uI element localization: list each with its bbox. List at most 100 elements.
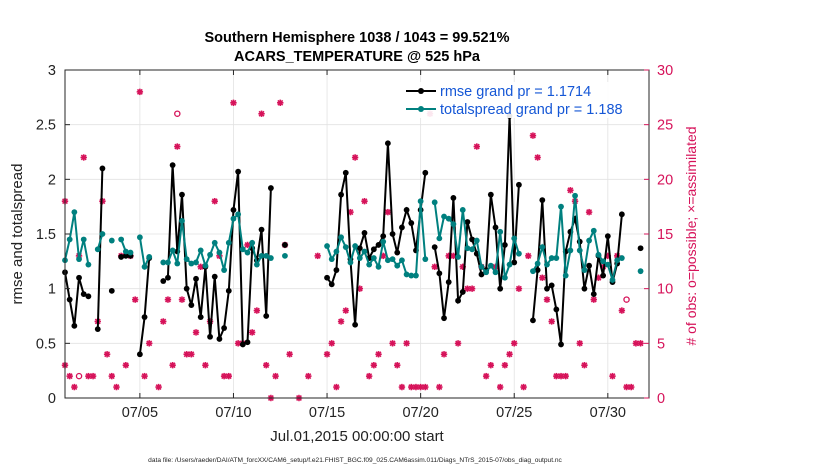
obs-assimilated-point — [543, 296, 551, 303]
rmse-point — [384, 140, 391, 147]
obs-marker-stroke — [249, 329, 256, 336]
obs-marker-stroke — [562, 373, 569, 380]
rmse-point — [455, 297, 461, 304]
rmse-point — [422, 169, 429, 176]
obs-marker-stroke — [113, 384, 120, 391]
obs-assimilated-point — [248, 329, 256, 336]
obs-marker-stroke — [394, 362, 401, 369]
obs-marker-stroke — [230, 99, 237, 106]
y-tick-label: 0.5 — [36, 336, 56, 352]
obs-assimilated-point — [511, 340, 518, 347]
rmse-point — [492, 224, 499, 231]
rmse-point — [604, 233, 611, 240]
y-right-tick-label: 20 — [657, 172, 673, 188]
spread-point — [202, 262, 209, 269]
obs-assimilated-point — [160, 318, 167, 325]
rmse-point — [136, 351, 143, 358]
obs-marker-stroke — [525, 252, 532, 259]
x-tick-label: 07/05 — [122, 405, 158, 421]
spread-point — [614, 257, 621, 264]
rmse-point — [197, 314, 204, 320]
spread-point — [637, 268, 644, 275]
obs-assimilated-point — [515, 285, 523, 292]
rmse-point — [160, 278, 167, 284]
rmse-point — [399, 224, 405, 231]
rmse-point — [263, 313, 270, 319]
obs-marker-stroke — [487, 362, 494, 369]
obs-marker-stroke — [141, 373, 148, 380]
spread-point — [590, 227, 597, 234]
obs-marker-stroke — [455, 340, 462, 347]
y-tick-label: 1.5 — [36, 227, 56, 243]
y-right-tick-label: 5 — [657, 336, 665, 352]
obs-assimilated-point — [131, 296, 139, 303]
obs-marker-stroke — [333, 384, 340, 391]
rmse-point — [548, 282, 555, 289]
rmse-point — [600, 272, 607, 279]
obs-marker-stroke — [623, 384, 630, 391]
spread-point — [445, 215, 452, 222]
obs-marker-stroke — [122, 362, 129, 369]
rmse-point — [230, 207, 237, 213]
spread-point — [370, 255, 377, 261]
spread-point — [188, 260, 195, 267]
obs-assimilated-point — [66, 372, 73, 380]
spread-point — [431, 199, 438, 206]
spread-point — [258, 252, 265, 259]
obs-marker-stroke — [389, 340, 396, 347]
chart-subtitle: ACARS_TEMPERATURE @ 525 hPa — [234, 49, 481, 65]
rmse-point — [183, 285, 190, 292]
spread-point — [384, 257, 391, 264]
spread-point — [483, 269, 490, 276]
obs-marker-stroke — [80, 154, 87, 161]
y-right-tick-label: 30 — [657, 63, 673, 79]
obs-assimilated-point — [183, 351, 190, 358]
obs-marker-stroke — [534, 154, 541, 161]
rmse-point — [80, 291, 87, 298]
spread-point — [459, 207, 466, 213]
rmse-point — [244, 339, 251, 346]
obs-marker-stroke — [338, 318, 345, 325]
spread-point — [118, 236, 125, 243]
rmse-line — [326, 143, 427, 325]
rmse-point — [76, 274, 82, 281]
rmse-point — [586, 262, 593, 269]
obs-marker-stroke — [225, 373, 232, 380]
obs-assimilated-point — [71, 383, 78, 391]
obs-assimilated-point — [473, 143, 480, 150]
obs-marker-stroke — [235, 340, 242, 347]
spread-point — [85, 261, 92, 268]
obs-assimilated-point — [211, 198, 218, 205]
obs-assimilated-point — [525, 252, 532, 260]
rmse-point — [328, 281, 335, 288]
obs-marker-stroke — [263, 362, 270, 369]
spread-point — [441, 213, 447, 220]
obs-assimilated-point — [361, 198, 368, 205]
obs-assimilated-point — [370, 362, 378, 369]
spread-point — [253, 261, 260, 268]
obs-marker-stroke — [506, 351, 513, 358]
obs-assimilated-point — [272, 372, 279, 380]
obs-assimilated-point — [375, 351, 382, 358]
spread-point — [558, 203, 564, 210]
obs-possible-point — [623, 296, 630, 303]
spread-point — [366, 261, 373, 268]
y-right-tick-label: 25 — [657, 118, 673, 134]
rmse-point — [258, 226, 265, 233]
spread-line — [64, 211, 90, 265]
rmse-point — [338, 191, 344, 198]
obs-assimilated-point — [244, 241, 251, 249]
x-tick-label: 07/25 — [496, 405, 532, 421]
x-axis-label: Jul.01,2015 00:00:00 start — [270, 428, 444, 445]
obs-marker-stroke — [132, 296, 139, 303]
spread-point — [604, 261, 611, 268]
obs-assimilated-point — [146, 340, 153, 347]
obs-assimilated-point — [618, 307, 626, 314]
spread-point — [356, 255, 363, 261]
obs-marker-stroke — [632, 340, 639, 347]
rmse-point — [375, 242, 382, 248]
obs-marker-stroke — [244, 241, 251, 248]
obs-marker-stroke — [342, 307, 349, 314]
obs-assimilated-point — [482, 372, 490, 380]
obs-assimilated-point — [164, 296, 172, 303]
